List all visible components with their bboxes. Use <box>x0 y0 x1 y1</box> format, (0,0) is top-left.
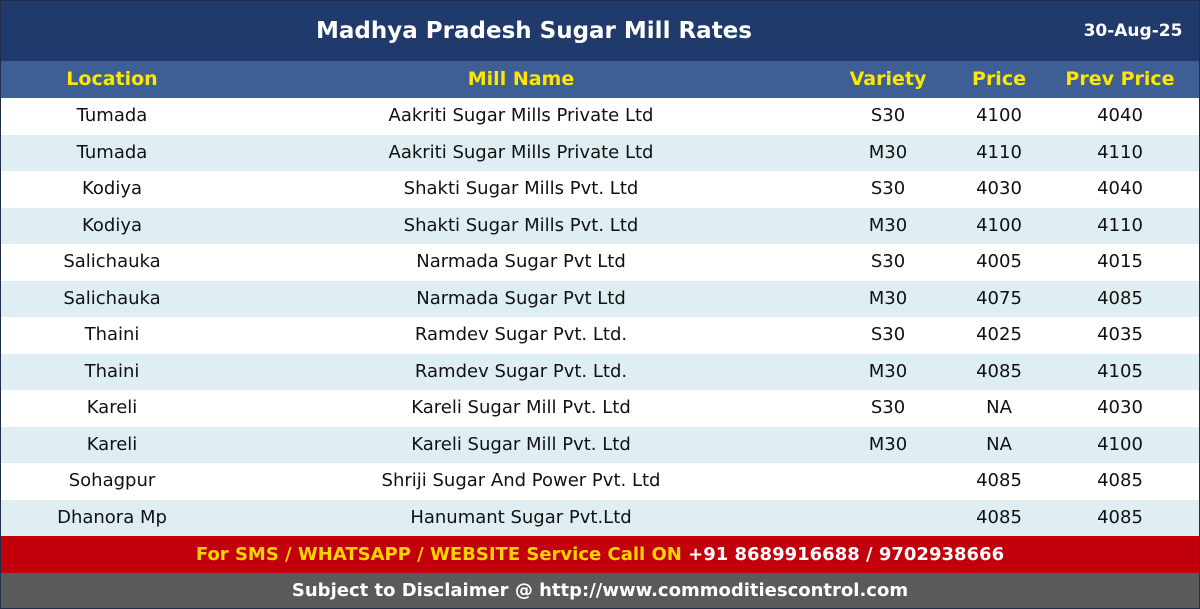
cell-mill-name: Hanumant Sugar Pvt.Ltd <box>410 506 632 528</box>
table-row: Salichauka Narmada Sugar Pvt Ltd S30 4005 40… <box>1 244 1199 281</box>
cell-prev-price: 4105 <box>1097 360 1143 382</box>
cell-variety: S30 <box>870 251 906 272</box>
promo-banner: For SMS / WHATSAPP / WEBSITE Service Cal… <box>1 536 1199 573</box>
title-bar: Madhya Pradesh Sugar Mill Rates 30-Aug-2… <box>1 1 1199 61</box>
cell-mill-name: Ramdev Sugar Pvt. Ltd. <box>414 360 628 382</box>
table-row: Salichauka Narmada Sugar Pvt Ltd M30 4075 40… <box>1 280 1199 317</box>
promo-phones: +91 8689916688 / 9702938666 <box>688 544 1005 565</box>
cell-location: Kareli <box>86 433 138 455</box>
cell-variety: M30 <box>868 141 908 163</box>
table-body: Tumada Aakriti Sugar Mills Private Ltd S30… <box>1 98 1199 536</box>
table-row: Tumada Aakriti Sugar Mills Private Ltd M30… <box>1 134 1199 171</box>
cell-mill-name: Kareli Sugar Mill Pvt. Ltd <box>411 433 631 455</box>
cell-price: 4085 <box>976 360 1022 382</box>
cell-prev-price: 4110 <box>1097 214 1143 236</box>
cell-location: Tumada <box>76 105 148 126</box>
header-location: Location <box>66 68 158 90</box>
table-row: Dhanora Mp Hanumant Sugar Pvt.Ltd 4085 4085 <box>1 499 1199 536</box>
cell-price: NA <box>986 397 1012 418</box>
cell-variety: M30 <box>868 433 908 455</box>
cell-variety: S30 <box>870 397 906 418</box>
cell-location: Thaini <box>84 324 140 345</box>
promo-text: For SMS / WHATSAPP / WEBSITE Service Cal… <box>195 544 682 565</box>
cell-prev-price: 4015 <box>1097 251 1143 272</box>
table-header: Location Mill Name Variety Price Prev Pr… <box>1 61 1199 98</box>
cell-location: Dhanora Mp <box>57 506 167 528</box>
table-row: Sohagpur Shriji Sugar And Power Pvt. Ltd 4… <box>1 463 1199 500</box>
cell-price: 4025 <box>976 324 1022 345</box>
cell-price: 4085 <box>976 470 1022 491</box>
cell-price: 4005 <box>976 251 1022 272</box>
cell-location: Kareli <box>86 397 138 418</box>
cell-prev-price: 4085 <box>1097 506 1143 528</box>
cell-prev-price: 4100 <box>1097 433 1143 455</box>
cell-prev-price: 4110 <box>1097 141 1143 163</box>
cell-variety: S30 <box>870 178 906 199</box>
cell-variety: M30 <box>868 287 908 309</box>
cell-mill-name: Narmada Sugar Pvt Ltd <box>416 251 626 272</box>
cell-location: Salichauka <box>63 287 161 309</box>
report-date: 30-Aug-25 <box>1083 21 1183 41</box>
cell-mill-name: Kareli Sugar Mill Pvt. Ltd <box>411 397 631 418</box>
cell-variety: M30 <box>868 214 908 236</box>
cell-prev-price: 4040 <box>1097 178 1143 199</box>
header-mill-name: Mill Name <box>467 68 575 90</box>
cell-price: 4100 <box>976 214 1022 236</box>
cell-prev-price: 4035 <box>1097 324 1143 345</box>
cell-mill-name: Ramdev Sugar Pvt. Ltd. <box>414 324 628 345</box>
cell-location: Thaini <box>84 360 140 382</box>
cell-mill-name: Aakriti Sugar Mills Private Ltd <box>388 105 654 126</box>
cell-location: Sohagpur <box>68 470 156 491</box>
cell-mill-name: Aakriti Sugar Mills Private Ltd <box>388 141 654 163</box>
table-row: Kodiya Shakti Sugar Mills Pvt. Ltd M30 4100… <box>1 207 1199 244</box>
cell-prev-price: 4040 <box>1097 105 1143 126</box>
table-row: Thaini Ramdev Sugar Pvt. Ltd. M30 4085 4105 <box>1 353 1199 390</box>
cell-location: Salichauka <box>63 251 161 272</box>
cell-mill-name: Shriji Sugar And Power Pvt. Ltd <box>381 470 661 491</box>
page-title: Madhya Pradesh Sugar Mill Rates <box>316 18 752 44</box>
table-row: Tumada Aakriti Sugar Mills Private Ltd S30… <box>1 98 1199 135</box>
cell-variety: M30 <box>868 360 908 382</box>
cell-variety: S30 <box>870 324 906 345</box>
cell-price: 4075 <box>976 287 1022 309</box>
header-price: Price <box>972 68 1026 90</box>
cell-location: Tumada <box>76 141 148 163</box>
header-variety: Variety <box>849 68 927 90</box>
cell-price: 4085 <box>976 506 1022 528</box>
cell-price: 4030 <box>976 178 1022 199</box>
cell-prev-price: 4085 <box>1097 470 1143 491</box>
cell-location: Kodiya <box>81 178 143 199</box>
cell-mill-name: Shakti Sugar Mills Pvt. Ltd <box>403 214 639 236</box>
cell-variety: S30 <box>870 105 906 126</box>
cell-prev-price: 4030 <box>1097 397 1143 418</box>
cell-mill-name: Shakti Sugar Mills Pvt. Ltd <box>403 178 639 199</box>
table-row: Kareli Kareli Sugar Mill Pvt. Ltd S30 NA 403… <box>1 390 1199 427</box>
cell-location: Kodiya <box>81 214 143 236</box>
table-row: Kareli Kareli Sugar Mill Pvt. Ltd M30 NA 410… <box>1 426 1199 463</box>
cell-mill-name: Narmada Sugar Pvt Ltd <box>416 287 626 309</box>
table-row: Kodiya Shakti Sugar Mills Pvt. Ltd S30 4030… <box>1 171 1199 208</box>
cell-price: 4110 <box>976 141 1022 163</box>
cell-price: 4100 <box>976 105 1022 126</box>
disclaimer-footer: Subject to Disclaimer @ http://www.commo… <box>1 573 1199 608</box>
header-prev-price: Prev Price <box>1065 68 1175 90</box>
cell-prev-price: 4085 <box>1097 287 1143 309</box>
table-row: Thaini Ramdev Sugar Pvt. Ltd. S30 4025 4035 <box>1 317 1199 354</box>
cell-price: NA <box>986 433 1012 455</box>
